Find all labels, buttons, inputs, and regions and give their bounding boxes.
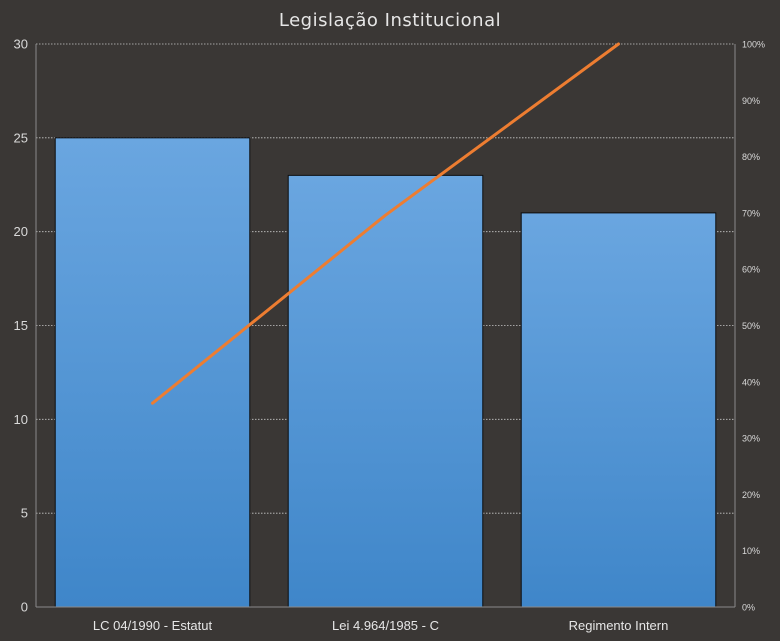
y2-tick-label: 50% bbox=[742, 321, 760, 331]
bar bbox=[54, 137, 251, 608]
y-tick-label: 15 bbox=[14, 318, 28, 333]
chart-title: Legislação Institucional bbox=[279, 10, 501, 31]
y-tick-label: 20 bbox=[14, 224, 28, 239]
y2-tick-label: 20% bbox=[742, 490, 760, 500]
axes: 0 5 10 15 20 25 30 0% 10% 20% 30% 40% 50% 60% 70% 80% 90… bbox=[14, 37, 766, 634]
y2-tick-label: 60% bbox=[742, 265, 760, 275]
x-tick-label: LC 04/1990 - Estatut bbox=[93, 618, 213, 633]
y-tick-label: 30 bbox=[14, 37, 28, 52]
y-tick-label: 25 bbox=[14, 130, 28, 145]
bar bbox=[520, 212, 717, 608]
y-tick-label: 0 bbox=[21, 600, 28, 615]
x-tick-label: Regimento Intern bbox=[569, 618, 669, 633]
y2-tick-label: 100% bbox=[742, 40, 765, 50]
y2-tick-label: 30% bbox=[742, 434, 760, 444]
y-tick-label: 10 bbox=[14, 412, 28, 427]
y2-tick-label: 10% bbox=[742, 546, 760, 556]
y2-tick-label: 70% bbox=[742, 208, 760, 218]
y2-tick-label: 80% bbox=[742, 152, 760, 162]
y2-tick-label: 0% bbox=[742, 603, 755, 613]
bar bbox=[287, 174, 484, 608]
cumulative-line bbox=[151, 42, 620, 405]
cumulative-line-path bbox=[151, 42, 620, 405]
x-tick-label: Lei 4.964/1985 - C bbox=[332, 618, 439, 633]
y-tick-label: 5 bbox=[21, 506, 28, 521]
y2-tick-label: 90% bbox=[742, 96, 760, 106]
bars bbox=[54, 137, 717, 608]
y2-tick-label: 40% bbox=[742, 377, 760, 387]
